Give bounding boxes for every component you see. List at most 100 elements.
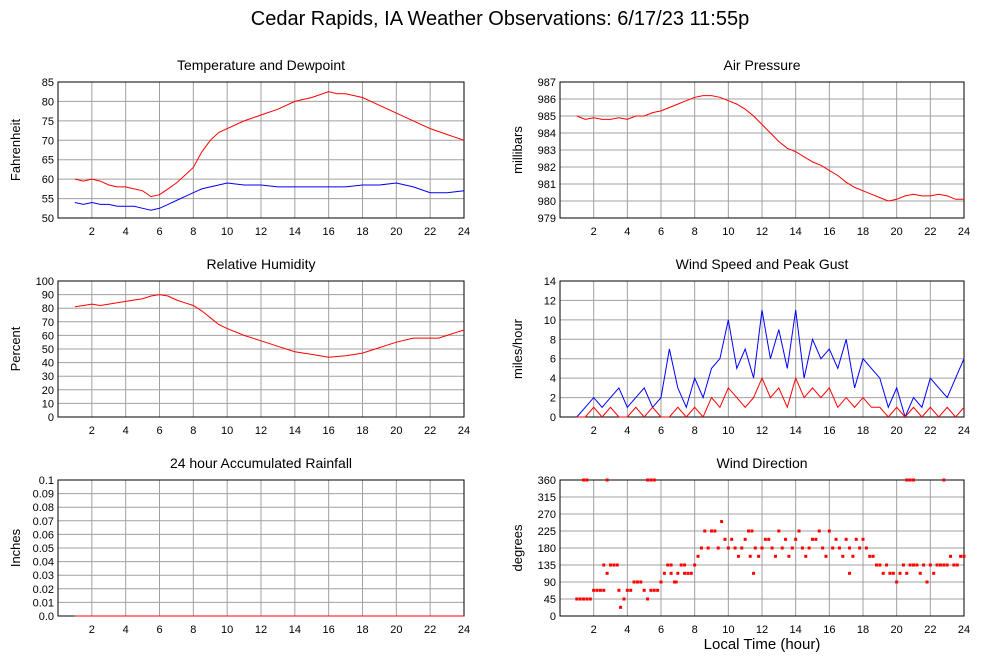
x-tick-label: 2 <box>89 425 95 437</box>
y-tick-label: 0.08 <box>33 502 54 514</box>
y-tick-label: 80 <box>42 303 54 315</box>
x-tick-label: 4 <box>624 624 630 636</box>
chart-humidity: Relative HumidityPercent0102030405060708… <box>8 256 470 437</box>
data-point <box>888 571 892 575</box>
x-tick-label: 6 <box>658 226 664 238</box>
data-point <box>693 563 697 567</box>
x-tick-label: 10 <box>221 624 233 636</box>
data-point <box>848 546 852 550</box>
data-point <box>901 563 905 567</box>
y-tick-label: 30 <box>42 371 54 383</box>
y-tick-label: 0.1 <box>39 475 54 487</box>
data-point <box>780 546 784 550</box>
x-tick-label: 2 <box>591 226 597 238</box>
y-tick-label: 12 <box>544 295 556 307</box>
x-tick-label: 16 <box>323 226 335 238</box>
series-line <box>74 91 465 198</box>
data-point <box>713 529 717 533</box>
data-point <box>881 571 885 575</box>
x-tick-label: 22 <box>424 624 436 636</box>
x-tick-label: 10 <box>722 425 734 437</box>
y-axis-label: degrees <box>510 524 525 571</box>
x-tick-label: 8 <box>692 425 698 437</box>
data-point <box>932 571 936 575</box>
x-tick-label: 6 <box>658 425 664 437</box>
data-point <box>797 529 801 533</box>
y-tick-label: 75 <box>42 116 54 128</box>
data-point <box>760 546 764 550</box>
y-tick-label: 55 <box>42 194 54 206</box>
y-tick-label: 8 <box>550 334 556 346</box>
chart-title: Air Pressure <box>723 57 800 73</box>
data-point <box>861 537 865 541</box>
data-point <box>864 546 868 550</box>
y-axis-label: Fahrenheit <box>8 119 23 182</box>
data-point <box>609 563 612 567</box>
data-point <box>811 537 814 541</box>
x-tick-label: 24 <box>458 226 470 238</box>
data-point <box>767 537 771 541</box>
data-point <box>763 537 767 541</box>
y-tick-label: 50 <box>42 344 54 356</box>
y-tick-label: 315 <box>538 492 556 504</box>
x-tick-label: 14 <box>289 425 301 437</box>
data-point <box>672 580 676 584</box>
data-point <box>615 563 619 567</box>
y-tick-label: 100 <box>36 276 54 288</box>
y-tick-label: 979 <box>538 213 556 225</box>
y-tick-label: 85 <box>42 77 54 89</box>
data-point <box>635 580 639 584</box>
y-tick-label: 45 <box>544 594 556 606</box>
data-point <box>790 546 794 550</box>
plot-frame <box>57 280 465 418</box>
data-point <box>629 588 633 592</box>
data-point <box>748 554 752 558</box>
plot-frame <box>559 280 965 418</box>
data-point <box>952 563 956 567</box>
x-tick-label: 18 <box>857 624 869 636</box>
data-point <box>617 588 621 592</box>
data-point <box>649 588 653 592</box>
data-point <box>622 597 626 601</box>
x-tick-label: 4 <box>123 425 129 437</box>
data-point <box>612 563 616 567</box>
y-tick-label: 225 <box>538 526 556 538</box>
y-axis-label: millibars <box>510 126 525 174</box>
data-point <box>582 478 586 482</box>
data-point <box>689 571 693 575</box>
data-point <box>706 546 710 550</box>
x-tick-label: 14 <box>790 624 802 636</box>
data-point <box>777 529 781 533</box>
y-tick-label: 10 <box>42 398 54 410</box>
data-point <box>669 571 673 575</box>
data-point <box>912 478 915 482</box>
data-point <box>585 478 589 482</box>
y-tick-label: 986 <box>538 94 556 106</box>
y-tick-label: 60 <box>42 174 54 186</box>
y-tick-label: 0 <box>550 412 556 424</box>
data-point <box>582 597 586 601</box>
x-tick-label: 20 <box>891 226 903 238</box>
y-tick-label: 981 <box>538 179 556 191</box>
x-tick-label: 10 <box>722 624 734 636</box>
data-point <box>895 580 899 584</box>
y-axis-label: Percent <box>8 326 23 371</box>
data-point <box>730 537 734 541</box>
data-point <box>649 478 653 482</box>
x-tick-label: 10 <box>221 226 233 238</box>
data-point <box>642 588 646 592</box>
data-point <box>757 554 761 558</box>
y-tick-label: 80 <box>42 96 54 108</box>
x-tick-label: 22 <box>424 226 436 238</box>
x-tick-label: 14 <box>289 624 301 636</box>
x-tick-label: 12 <box>756 425 768 437</box>
data-point <box>602 563 606 567</box>
x-tick-label: 22 <box>924 425 936 437</box>
data-point <box>851 554 855 558</box>
x-tick-label: 16 <box>823 226 835 238</box>
plot-frame <box>57 81 465 219</box>
y-tick-label: 0.02 <box>33 584 54 596</box>
data-point <box>740 546 744 550</box>
x-tick-label: 20 <box>390 624 402 636</box>
